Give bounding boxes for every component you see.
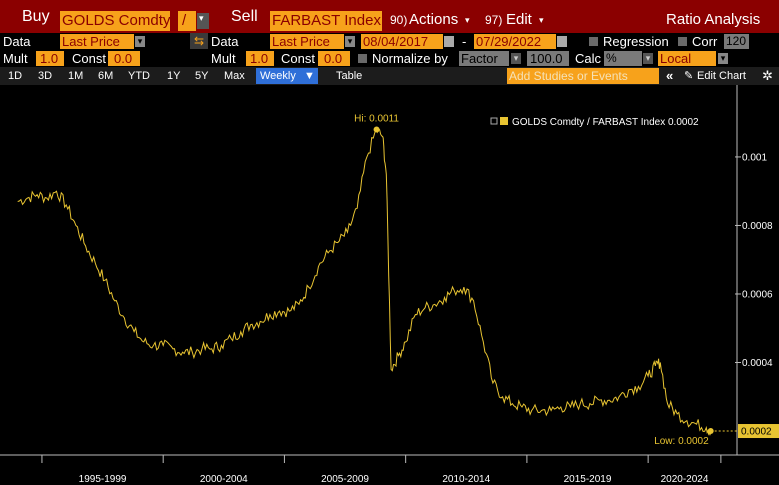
sell-security-field[interactable]: FARBAST Index <box>270 11 382 31</box>
normalize-select[interactable]: Factor <box>459 51 509 66</box>
start-date-field[interactable]: 08/04/2017 <box>361 34 443 49</box>
chevron-down-icon: ▾ <box>539 15 544 25</box>
legend-toggle-icon <box>490 117 498 125</box>
calc-label: Calc <box>575 51 602 66</box>
y-tick-label: 0.001 <box>742 152 767 163</box>
mult-label-2: Mult <box>211 51 236 66</box>
x-tick-label: 1995-1999 <box>79 474 127 485</box>
range-row: 1D 3D 1M 6M YTD 1Y 5Y Max Weekly ▼ Table Add St… <box>0 67 779 85</box>
chevron-down-icon[interactable]: ▾ <box>345 36 355 47</box>
low-annotation: Low: 0.0002 <box>654 436 709 447</box>
legend-swatch <box>500 117 508 125</box>
data-row: Data Last Price ▾ ⇆ Data Last Price ▾ 08… <box>0 33 779 50</box>
buy-label: Buy <box>22 8 50 25</box>
corr-checkbox[interactable] <box>678 37 687 46</box>
calc-select[interactable]: % <box>604 51 642 66</box>
chevron-down-icon: ▾ <box>199 13 204 23</box>
range-tab-3d[interactable]: 3D <box>38 70 53 82</box>
local-select[interactable]: Local <box>658 51 716 66</box>
const-label: Const <box>72 51 106 66</box>
y-tick-label: 0.0004 <box>742 358 773 369</box>
mult-label: Mult <box>3 51 28 66</box>
studies-input[interactable]: Add Studies or Events <box>507 68 659 84</box>
last-value-box <box>738 424 779 439</box>
adjust-row: Mult 1.0 Const 0.0 Mult 1.0 Const 0.0 No… <box>0 50 779 67</box>
range-tab-max[interactable]: Max <box>224 70 245 82</box>
corr-label: Corr <box>692 34 718 49</box>
y-tick-label: 0.0008 <box>742 221 773 232</box>
chevron-down-icon[interactable]: ▾ <box>135 36 145 47</box>
sell-label: Sell <box>231 8 258 25</box>
buy-security-field[interactable]: GOLDS Comdty <box>60 11 171 31</box>
chevron-down-icon: ▼ <box>304 70 315 82</box>
double-chevron-left-icon[interactable]: « <box>666 68 674 83</box>
chevron-down-icon[interactable]: ▾ <box>511 53 521 64</box>
mult-field[interactable]: 1.0 <box>36 51 64 66</box>
data-label-2: Data <box>211 34 239 49</box>
pencil-icon: ✎ <box>684 70 694 82</box>
ratio-chart: 0.0004 0.0006 0.0008 0.001 1995-1999 2000-200… <box>0 85 779 485</box>
high-annotation: Hi: 0.0011 <box>354 114 399 125</box>
last-value-label: 0.0002 <box>741 427 772 438</box>
table-button[interactable]: Table <box>336 70 363 82</box>
high-marker <box>373 126 380 133</box>
actions-menu[interactable]: 90) Actions ▾ <box>390 11 470 28</box>
low-marker <box>707 428 714 435</box>
right-field-select[interactable]: Last Price <box>270 34 344 49</box>
page-title: Ratio Analysis <box>666 11 761 28</box>
const-label-2: Const <box>281 51 315 66</box>
series-line <box>17 127 712 436</box>
data-label: Data <box>3 34 31 49</box>
calendar-icon[interactable] <box>444 36 454 47</box>
end-date-field[interactable]: 07/29/2022 <box>474 34 556 49</box>
range-tab-1m[interactable]: 1M <box>68 70 84 82</box>
range-tab-1d[interactable]: 1D <box>8 70 23 82</box>
const-field[interactable]: 0.0 <box>108 51 140 66</box>
regression-label: Regression <box>603 34 669 49</box>
range-tab-ytd[interactable]: YTD <box>128 70 150 82</box>
x-tick-label: 2005-2009 <box>321 474 369 485</box>
x-tick-label: 2015-2019 <box>564 474 612 485</box>
swap-arrows-icon[interactable]: ⇆ <box>190 33 208 49</box>
chevron-down-icon[interactable]: ▾ <box>718 53 728 64</box>
calendar-icon[interactable] <box>557 36 567 47</box>
corr-value-field[interactable]: 120 <box>724 34 749 49</box>
date-separator: - <box>462 34 467 49</box>
x-tick-label: 2000-2004 <box>200 474 248 485</box>
x-tick-label: 2020-2024 <box>661 474 709 485</box>
factor-value-field[interactable]: 100.0 <box>527 51 569 66</box>
top-toolbar: Buy GOLDS Comdty / ▾ Sell FARBAST Index … <box>0 0 779 33</box>
operator-dropdown-button[interactable]: ▾ <box>197 13 209 29</box>
range-tab-1y[interactable]: 1Y <box>167 70 181 82</box>
gear-icon[interactable]: ✲ <box>762 68 773 83</box>
edit-chart-button[interactable]: Edit Chart <box>697 70 746 82</box>
chevron-down-icon: ▾ <box>465 15 470 25</box>
legend-entry: GOLDS Comdty / FARBAST Index 0.0002 <box>512 117 699 128</box>
chart-background <box>0 85 779 485</box>
const-field-2[interactable]: 0.0 <box>318 51 350 66</box>
x-tick-label: 2010-2014 <box>442 474 490 485</box>
range-tab-6m[interactable]: 6M <box>98 70 114 82</box>
chevron-down-icon[interactable]: ▾ <box>643 53 653 64</box>
edit-menu[interactable]: 97) Edit ▾ <box>485 11 544 28</box>
mult-field-2[interactable]: 1.0 <box>246 51 274 66</box>
normalize-checkbox[interactable] <box>358 54 367 63</box>
period-select[interactable]: Weekly ▼ <box>256 68 318 84</box>
normalize-label: Normalize by <box>372 51 448 66</box>
left-field-select[interactable]: Last Price <box>60 34 134 49</box>
range-tab-5y[interactable]: 5Y <box>195 70 209 82</box>
regression-checkbox[interactable] <box>589 37 598 46</box>
operator-field[interactable]: / <box>178 11 196 31</box>
y-tick-label: 0.0006 <box>742 289 773 300</box>
